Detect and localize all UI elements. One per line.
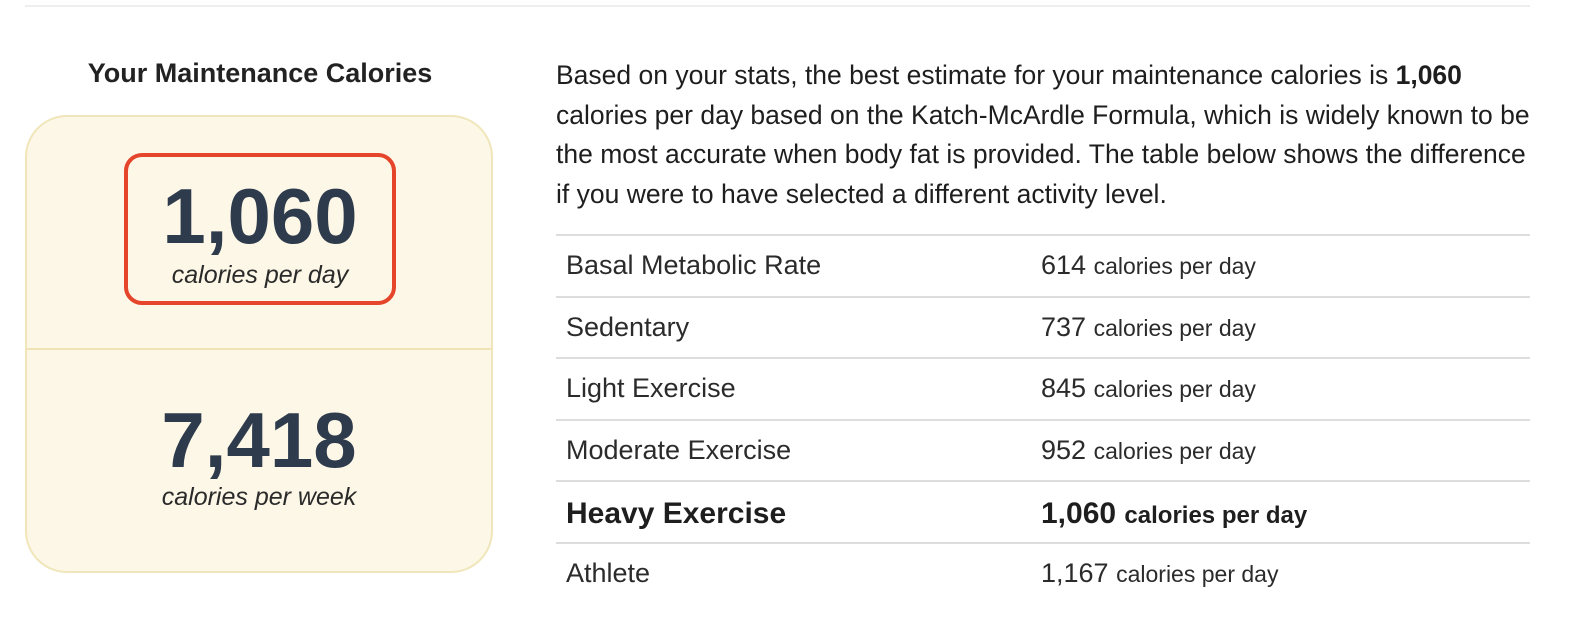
calorie-number: 952	[1041, 434, 1087, 465]
description-part-2: calories per day based on the Katch-McAr…	[556, 99, 1530, 209]
activity-calories: 845 calories per day	[1041, 373, 1256, 404]
activity-calories: 952 calories per day	[1041, 434, 1256, 466]
daily-calories-caption: calories per day	[171, 261, 349, 289]
calorie-unit: calories per day	[1093, 314, 1256, 341]
activity-level-table: Basal Metabolic Rate 614 calories per da…	[556, 234, 1530, 604]
table-row-selected: Heavy Exercise 1,060 calories per day	[556, 480, 1530, 542]
top-divider	[25, 5, 1530, 7]
activity-calories: 1,167 calories per day	[1041, 557, 1279, 589]
table-row: Moderate Exercise 952 calories per day	[556, 418, 1530, 481]
weekly-calories-value: 7,418	[161, 396, 357, 484]
activity-name: Heavy Exercise	[566, 497, 787, 531]
table-row: Basal Metabolic Rate 614 calories per da…	[556, 234, 1530, 296]
activity-name: Moderate Exercise	[566, 434, 792, 465]
calorie-unit: calories per day	[1093, 437, 1256, 464]
daily-calories-value: 1,060	[162, 172, 358, 260]
activity-name: Basal Metabolic Rate	[566, 250, 822, 280]
summary-title: Your Maintenance Calories	[87, 58, 433, 88]
description-part-1: Based on your stats, the best estimate f…	[556, 60, 1396, 90]
calorie-number: 1,060	[1041, 497, 1117, 531]
maintenance-summary-card: 1,060 calories per day 7,418 calories pe…	[25, 115, 493, 573]
calorie-number: 614	[1041, 250, 1087, 280]
calorie-number: 845	[1041, 373, 1087, 404]
activity-calories: 1,060 calories per day	[1041, 497, 1307, 530]
activity-name: Athlete	[566, 557, 651, 588]
calorie-unit: calories per day	[1116, 560, 1279, 587]
activity-calories: 737 calories per day	[1041, 311, 1256, 343]
weekly-calories-caption: calories per week	[161, 483, 357, 511]
card-divider	[27, 348, 491, 350]
calorie-unit: calories per day	[1093, 376, 1256, 403]
table-row: Sedentary 737 calories per day	[556, 295, 1530, 358]
activity-name: Light Exercise	[566, 373, 736, 404]
daily-calories-highlight-box: 1,060 calories per day	[124, 153, 396, 305]
calorie-number: 737	[1041, 311, 1087, 342]
activity-name: Sedentary	[566, 311, 690, 342]
result-description: Based on your stats, the best estimate f…	[556, 56, 1531, 214]
activity-calories: 614 calories per day	[1041, 250, 1256, 281]
calorie-unit: calories per day	[1124, 502, 1308, 530]
calorie-number: 1,167	[1041, 557, 1109, 588]
description-bold-value: 1,060	[1395, 60, 1462, 90]
table-row: Athlete 1,167 calories per day	[556, 541, 1530, 604]
table-row: Light Exercise 845 calories per day	[556, 357, 1530, 419]
calorie-unit: calories per day	[1093, 253, 1256, 279]
